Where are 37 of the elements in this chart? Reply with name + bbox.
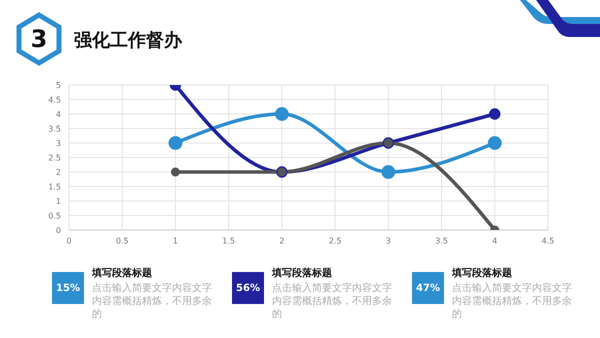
- y-tick-label: 1: [56, 196, 61, 206]
- y-tick-label: 4: [56, 110, 61, 119]
- y-tick-label: 4.5: [48, 95, 61, 104]
- y-tick-label: 3: [56, 138, 61, 148]
- point: [489, 108, 500, 120]
- point: [168, 136, 182, 150]
- text: 点击输入简要文字内容文字内容需概括精炼，不用多余的: [92, 282, 213, 321]
- x-tick-label: 2: [279, 236, 284, 246]
- point: [170, 168, 180, 176]
- text: 15%: [52, 272, 84, 304]
- y-tick-label: 3.5: [48, 124, 61, 134]
- x-tick-label: 0.5: [116, 236, 129, 246]
- y-tick-label: 2.5: [48, 153, 61, 162]
- text: 点击输入简要文字内容文字内容需概括精炼，不用多余的: [452, 282, 573, 321]
- y-tick-label: 1.5: [48, 182, 61, 192]
- text: 填写段落标题: [452, 266, 512, 280]
- x-tick-label: 4.5: [542, 236, 554, 246]
- x-tick-label: 3.5: [435, 236, 448, 246]
- y-tick-label: 5: [56, 80, 61, 90]
- x-tick-label: 1: [172, 236, 178, 246]
- x-tick-label: 2.5: [328, 236, 342, 246]
- text: 点击输入简要文字内容文字内容需概括精炼，不用多余的: [272, 282, 393, 321]
- point: [274, 107, 289, 121]
- point: [488, 136, 502, 150]
- text: 56%: [232, 272, 264, 304]
- x-tick-label: 3: [386, 236, 391, 246]
- text: 填写段落标题: [92, 266, 152, 280]
- text: 填写段落标题: [272, 266, 332, 280]
- y-tick-label: 2: [56, 168, 61, 177]
- point: [381, 165, 396, 179]
- y-tick-label: 0: [56, 226, 61, 235]
- chart-title: 强化工作督办: [74, 29, 182, 52]
- x-tick-label: 1.5: [222, 236, 236, 246]
- text: 47%: [412, 272, 444, 304]
- y-tick-label: 0.5: [48, 211, 61, 220]
- x-tick-label: 4: [492, 236, 498, 246]
- x-tick-label: 0: [66, 236, 72, 246]
